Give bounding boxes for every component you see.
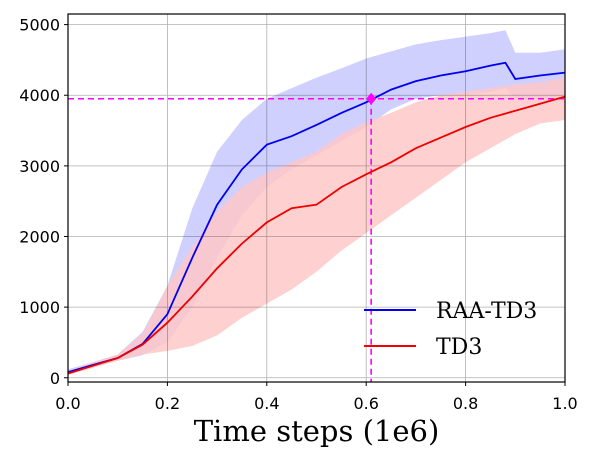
series-line-raa-td3 — [67, 61, 566, 373]
x-tick-label: 0.6 — [353, 394, 378, 413]
annotation-marker — [366, 92, 377, 105]
confidence-band-td3 — [68, 77, 565, 375]
legend: RAA-TD3 TD3 — [364, 299, 537, 360]
axes-frame — [67, 13, 566, 383]
x-tick-label: 0.4 — [254, 394, 279, 413]
x-tick-label: 0.2 — [155, 394, 180, 413]
annotation-guides — [68, 97, 565, 382]
legend-label: TD3 — [436, 335, 482, 360]
series-lines — [67, 61, 566, 375]
y-tick-label: 3000 — [19, 157, 60, 176]
y-tick-label: 5000 — [19, 16, 60, 35]
x-tick-label: 1.0 — [552, 394, 577, 413]
x-axis-label: Time steps (1e6) — [194, 414, 440, 448]
legend-label: RAA-TD3 — [436, 299, 537, 324]
y-tick-label: 4000 — [19, 86, 60, 105]
series-line-td3 — [67, 95, 566, 375]
y-tick-label: 2000 — [19, 227, 60, 246]
y-tick-label: 1000 — [19, 298, 60, 317]
axis-ticks: 0.0 0.2 0.4 0.6 0.8 1.0 0 1000 2000 3000 4000 5000 — [19, 16, 577, 413]
annotation-diamond-marker — [366, 92, 377, 105]
y-tick-label: 0 — [50, 369, 60, 388]
x-tick-label: 0.8 — [453, 394, 478, 413]
x-tick-label: 0.0 — [55, 394, 80, 413]
confidence-bands — [68, 30, 565, 375]
